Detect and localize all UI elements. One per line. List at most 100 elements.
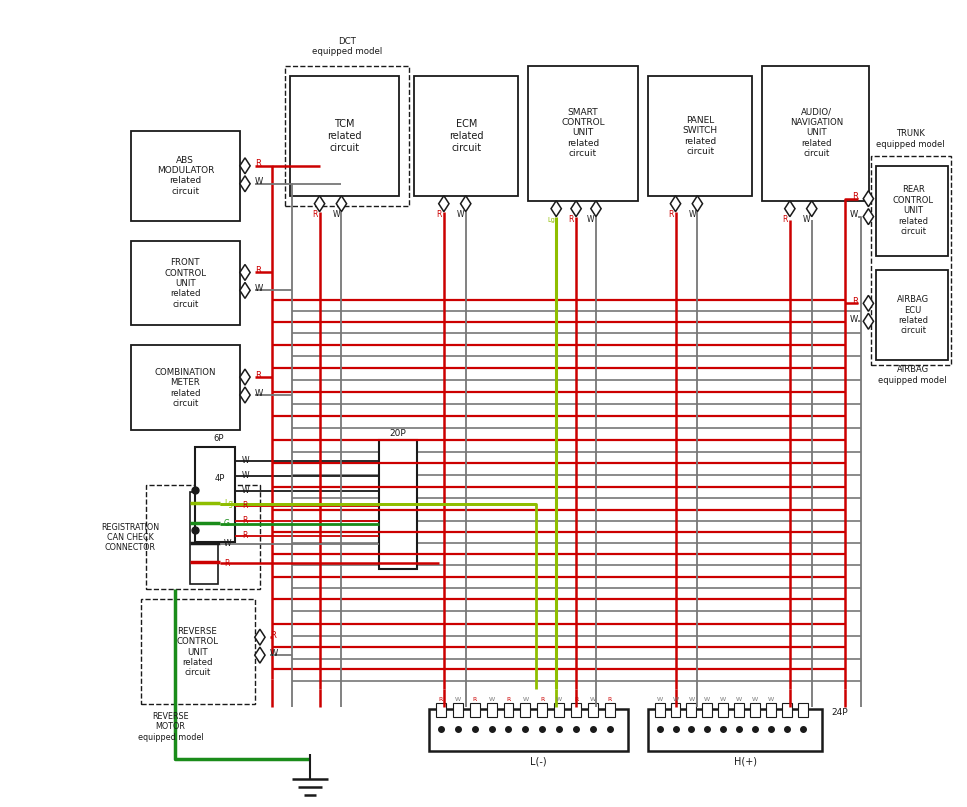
Polygon shape xyxy=(254,647,265,663)
Bar xyxy=(766,703,776,717)
Bar xyxy=(504,703,513,717)
Text: AIRBAG
equipped model: AIRBAG equipped model xyxy=(878,365,947,384)
Text: R: R xyxy=(782,215,787,224)
Text: W: W xyxy=(255,178,263,186)
Text: R: R xyxy=(853,192,859,201)
Text: R: R xyxy=(853,297,859,306)
Text: R: R xyxy=(255,370,261,379)
Text: W: W xyxy=(752,697,758,702)
Bar xyxy=(528,66,637,201)
Text: R: R xyxy=(255,266,261,275)
Bar xyxy=(734,703,745,717)
Text: W: W xyxy=(522,697,528,702)
Polygon shape xyxy=(692,196,703,211)
Text: W: W xyxy=(270,649,278,658)
Text: REAR
CONTROL
UNIT
related
circuit: REAR CONTROL UNIT related circuit xyxy=(893,186,934,236)
Text: W: W xyxy=(672,697,679,702)
Text: AUDIO/
NAVIGATION
UNIT
related
circuit: AUDIO/ NAVIGATION UNIT related circuit xyxy=(790,107,843,158)
Text: G: G xyxy=(224,519,230,528)
Polygon shape xyxy=(337,196,346,211)
Bar xyxy=(648,709,822,751)
Text: W: W xyxy=(242,486,249,495)
Text: 20P: 20P xyxy=(390,429,406,438)
Text: W: W xyxy=(556,697,562,702)
Bar xyxy=(687,703,696,717)
Polygon shape xyxy=(254,629,265,645)
Text: R: R xyxy=(473,697,477,702)
Bar xyxy=(131,240,240,325)
Text: TCM
related
circuit: TCM related circuit xyxy=(327,119,362,153)
Polygon shape xyxy=(240,176,250,192)
Bar xyxy=(520,703,530,717)
Text: L(-): L(-) xyxy=(530,757,546,767)
Text: R: R xyxy=(242,501,248,510)
Bar xyxy=(414,76,518,196)
Polygon shape xyxy=(806,201,817,216)
Text: W: W xyxy=(768,697,774,702)
Text: W: W xyxy=(242,471,249,480)
Polygon shape xyxy=(314,196,325,211)
Bar xyxy=(762,66,869,201)
Text: AIRBAG
ECU
related
circuit: AIRBAG ECU related circuit xyxy=(897,295,929,336)
Text: R: R xyxy=(224,559,229,568)
Text: COMBINATION
METER
related
circuit: COMBINATION METER related circuit xyxy=(155,368,216,408)
Bar xyxy=(782,703,792,717)
Text: FRONT
CONTROL
UNIT
related
circuit: FRONT CONTROL UNIT related circuit xyxy=(164,258,206,309)
Bar xyxy=(131,131,240,220)
Polygon shape xyxy=(864,295,873,312)
Polygon shape xyxy=(240,158,250,174)
Text: W: W xyxy=(657,697,662,702)
Text: W: W xyxy=(333,210,340,220)
Bar xyxy=(871,156,951,365)
Text: 4P: 4P xyxy=(215,474,225,483)
Text: R: R xyxy=(436,210,442,220)
Polygon shape xyxy=(240,265,250,280)
Text: W: W xyxy=(242,456,249,466)
Bar xyxy=(453,703,463,717)
Bar xyxy=(146,485,260,589)
Text: W: W xyxy=(587,215,595,224)
Polygon shape xyxy=(240,282,250,299)
Text: W: W xyxy=(850,210,859,220)
Text: W: W xyxy=(255,388,263,398)
Text: R: R xyxy=(242,516,248,525)
Bar xyxy=(379,440,417,570)
Bar xyxy=(190,491,219,584)
Polygon shape xyxy=(864,190,873,207)
Text: R: R xyxy=(541,697,544,702)
Bar xyxy=(655,703,664,717)
Text: 6P: 6P xyxy=(213,434,223,443)
Bar xyxy=(605,703,615,717)
Text: W: W xyxy=(736,697,743,702)
Text: REVERSE
MOTOR
equipped model: REVERSE MOTOR equipped model xyxy=(137,712,203,742)
Bar xyxy=(554,703,564,717)
Text: R: R xyxy=(439,697,443,702)
Text: H(+): H(+) xyxy=(734,757,756,767)
Text: DCT
equipped model: DCT equipped model xyxy=(312,37,383,56)
Text: W: W xyxy=(803,215,810,224)
Bar xyxy=(436,703,446,717)
Polygon shape xyxy=(864,209,873,224)
Polygon shape xyxy=(460,196,471,211)
Bar xyxy=(195,447,235,541)
Bar xyxy=(538,703,547,717)
Text: W: W xyxy=(720,697,726,702)
Text: W: W xyxy=(689,210,696,220)
Text: W: W xyxy=(454,697,461,702)
Bar xyxy=(429,709,628,751)
Text: R: R xyxy=(574,697,578,702)
Bar xyxy=(571,703,581,717)
Text: W: W xyxy=(224,539,232,548)
Text: SMART
CONTROL
UNIT
related
circuit: SMART CONTROL UNIT related circuit xyxy=(561,107,604,158)
Text: W: W xyxy=(704,697,711,702)
Text: R: R xyxy=(270,631,276,640)
Text: W: W xyxy=(488,697,495,702)
Polygon shape xyxy=(670,196,681,211)
Bar xyxy=(876,165,948,256)
Polygon shape xyxy=(784,201,795,216)
Text: 24P: 24P xyxy=(832,709,848,717)
Text: R: R xyxy=(668,210,673,220)
Polygon shape xyxy=(591,201,601,216)
Bar xyxy=(486,703,496,717)
Polygon shape xyxy=(571,201,581,216)
